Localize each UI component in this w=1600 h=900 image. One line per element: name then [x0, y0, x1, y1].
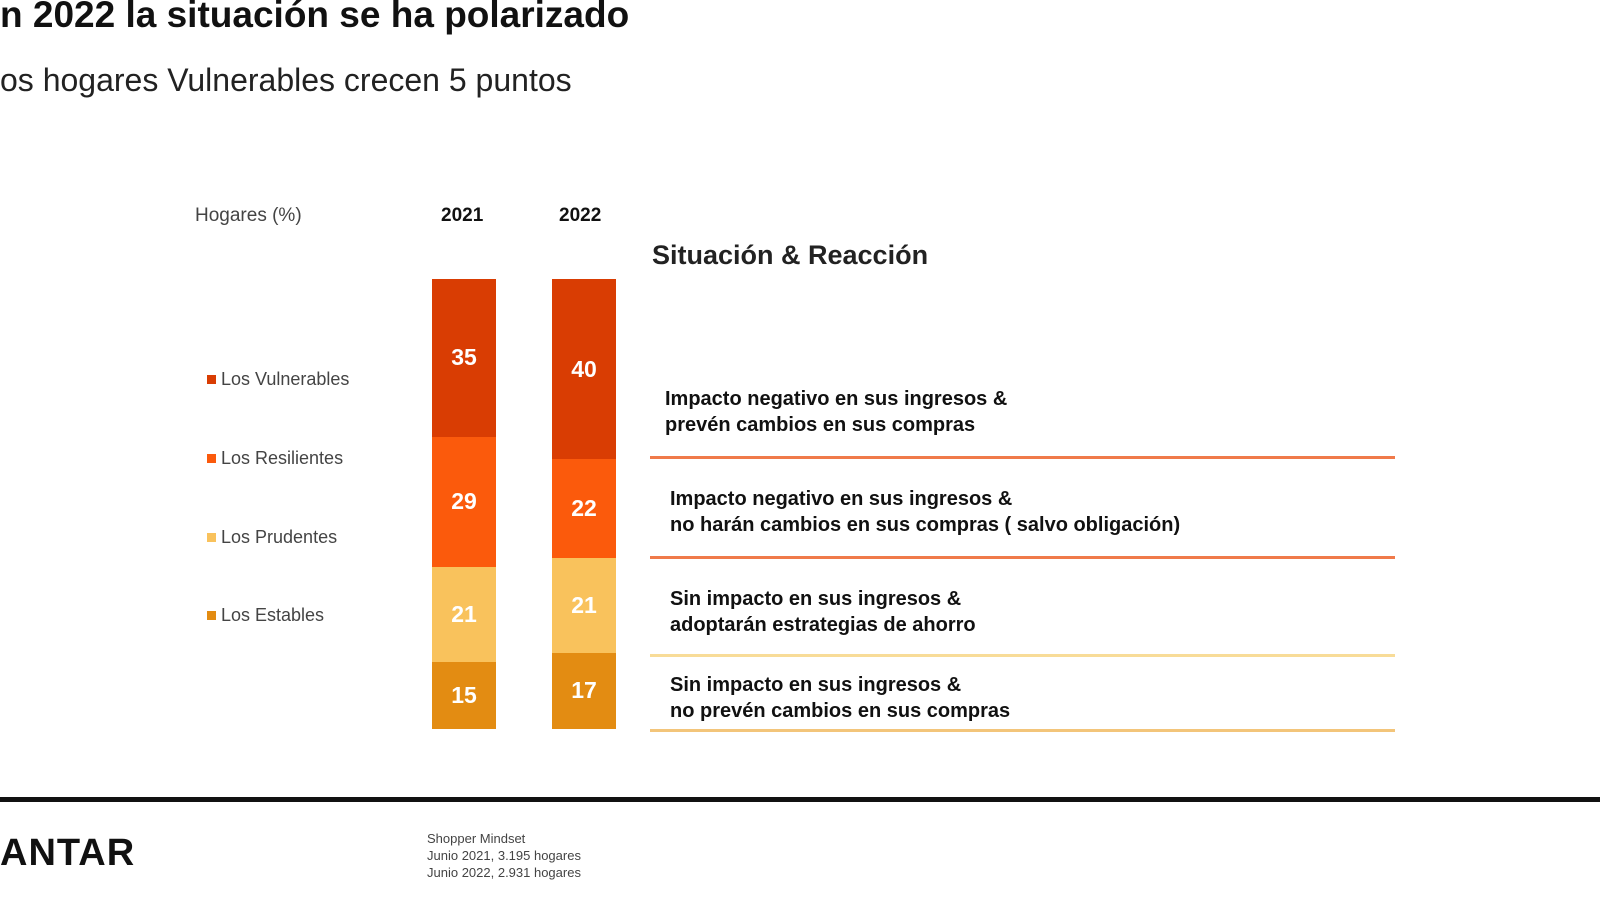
bar-segment-2022-0: 40: [552, 279, 616, 459]
segment-description: Impacto negativo en sus ingresos & prevén…: [665, 386, 1007, 438]
description-line: Impacto negativo en sus ingresos &: [670, 488, 1013, 510]
description-divider: [650, 729, 1395, 732]
source-line: Junio 2022, 2.931 hogares: [427, 865, 581, 880]
legend-label: Los Estables: [221, 605, 325, 625]
page-subtitle: os hogares Vulnerables crecen 5 puntos: [0, 62, 572, 98]
segment-description: Sin impacto en sus ingresos & adoptarán e…: [670, 586, 976, 638]
description-line: no prevén cambios en sus compras: [670, 700, 1011, 722]
source-line: Junio 2021, 3.195 hogares: [427, 848, 581, 863]
y-axis-label: Hogares (%): [195, 205, 302, 226]
category-label-2021: 2021: [441, 205, 484, 226]
legend-swatch: [207, 454, 216, 463]
legend-item: Los Vulnerables: [207, 369, 349, 390]
segment-description: Impacto negativo en sus ingresos & no har…: [670, 486, 1180, 538]
bar-segment-2022-1: 22: [552, 459, 616, 558]
bar-segment-2022-2: 21: [552, 558, 616, 653]
segment-description: Sin impacto en sus ingresos & no prevén c…: [670, 672, 1010, 724]
legend-swatch: [207, 533, 216, 542]
bar-segment-2021-0: 35: [432, 279, 496, 437]
description-line: Sin impacto en sus ingresos &: [670, 674, 962, 696]
section-title: Situación & Reacción: [652, 240, 929, 270]
legend-item: Los Estables: [207, 605, 324, 626]
legend-label: Los Resilientes: [221, 448, 344, 468]
legend-item: Los Prudentes: [207, 527, 337, 548]
data-label: 22: [571, 495, 597, 521]
description-line: adoptarán estrategias de ahorro: [670, 614, 976, 636]
data-label: 29: [451, 488, 477, 515]
data-label: 15: [451, 681, 477, 708]
kantar-logo: ANTAR: [0, 832, 136, 874]
bar-segment-2021-2: 21: [432, 567, 496, 662]
data-label: 21: [571, 591, 597, 618]
category-label-2022: 2022: [559, 205, 602, 226]
source-line: Shopper Mindset: [427, 831, 526, 846]
data-label: 35: [451, 344, 477, 371]
source-note: Shopper Mindset Junio 2021, 3.195 hogares…: [427, 830, 581, 881]
legend-swatch: [207, 611, 216, 620]
page-title: n 2022 la situación se ha polarizado: [0, 0, 630, 35]
footer-divider: [0, 797, 1600, 802]
description-divider: [650, 654, 1395, 657]
description-line: Sin impacto en sus ingresos &: [670, 588, 962, 610]
description-divider: [650, 556, 1395, 559]
legend-label: Los Vulnerables: [221, 369, 350, 389]
data-label: 21: [451, 600, 477, 627]
legend-item: Los Resilientes: [207, 448, 343, 469]
data-label: 17: [571, 677, 597, 704]
bar-segment-2021-1: 29: [432, 436, 496, 567]
bar-segment-2022-3: 17: [552, 652, 616, 729]
legend-swatch: [207, 375, 216, 384]
description-line: Impacto negativo en sus ingresos &: [665, 388, 1008, 410]
description-divider: [650, 456, 1395, 459]
description-line: no harán cambios en sus compras ( salvo …: [670, 514, 1181, 536]
bar-segment-2021-3: 15: [432, 661, 496, 729]
description-line: prevén cambios en sus compras: [665, 414, 976, 436]
legend-label: Los Prudentes: [221, 527, 338, 547]
data-label: 40: [571, 355, 597, 382]
